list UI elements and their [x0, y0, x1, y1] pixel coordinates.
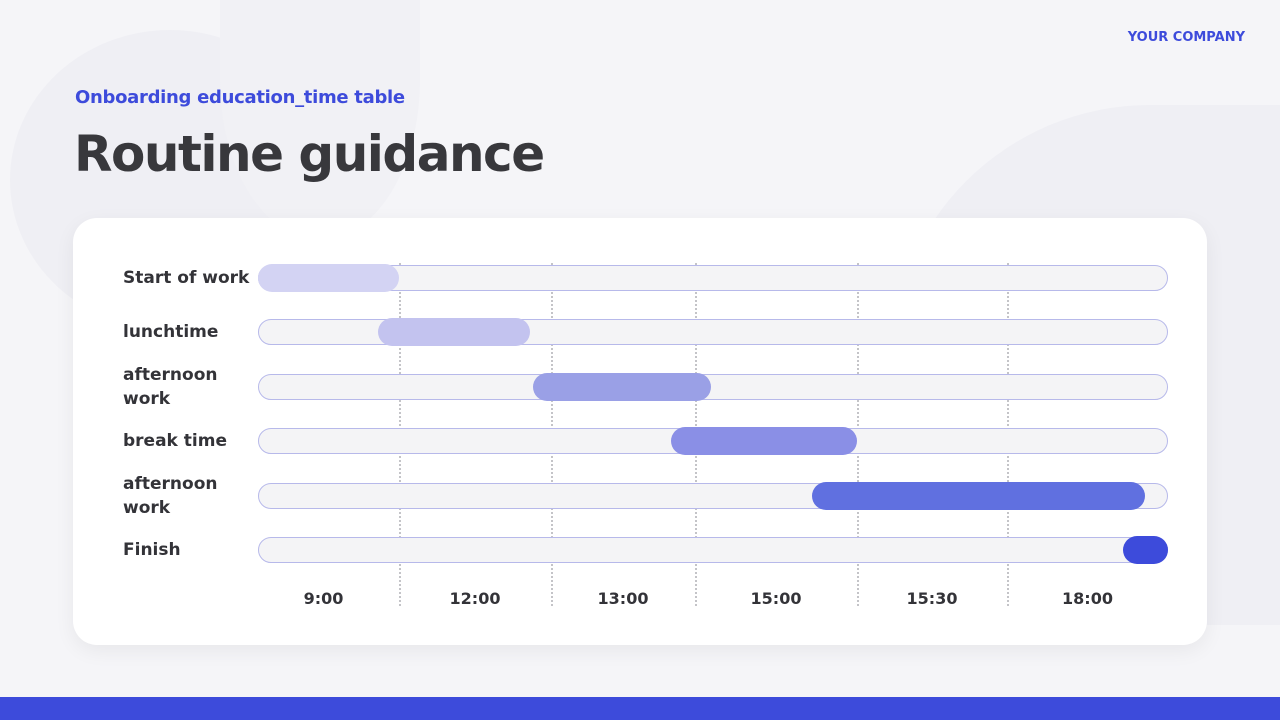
gantt-bar — [670, 427, 857, 455]
gantt-bar — [811, 482, 1146, 510]
gantt-bar — [1122, 536, 1168, 564]
x-tick-label: 13:00 — [597, 589, 649, 608]
row-track — [258, 265, 1168, 291]
row-label: Start of work — [123, 268, 250, 288]
row-track — [258, 537, 1168, 563]
row-label: afternoon work — [123, 365, 218, 409]
row-label: Finish — [123, 540, 181, 560]
bottom-bar — [0, 697, 1280, 720]
row-track — [258, 374, 1168, 400]
gantt-bar — [258, 264, 399, 292]
subtitle: Onboarding education_time table — [75, 87, 405, 108]
company-name: YOUR COMPANY — [1127, 30, 1245, 45]
gantt-bar — [377, 318, 530, 346]
page-title: Routine guidance — [74, 125, 545, 183]
x-tick-label: 15:00 — [750, 589, 802, 608]
gantt-bar — [532, 373, 712, 401]
row-label: afternoon work — [123, 474, 218, 518]
x-tick-label: 15:30 — [906, 589, 958, 608]
x-tick-label: 18:00 — [1062, 589, 1113, 608]
x-tick-label: 12:00 — [449, 589, 501, 608]
row-label: break time — [123, 431, 227, 451]
row-label: lunchtime — [123, 322, 219, 342]
x-tick-label: 9:00 — [303, 589, 344, 608]
